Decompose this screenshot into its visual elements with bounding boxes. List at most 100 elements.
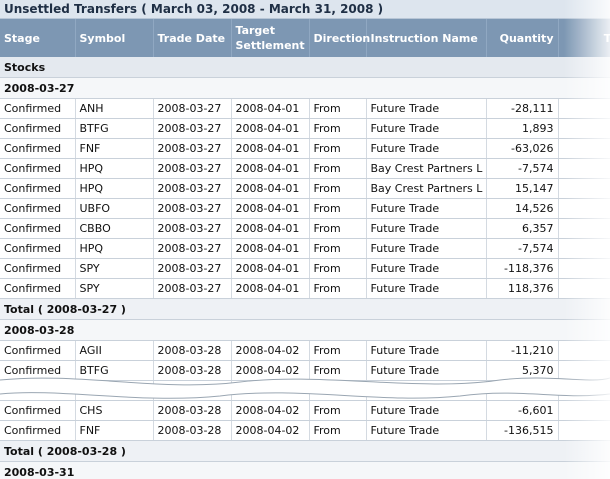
instruction-name-cell: Future Trade bbox=[366, 420, 487, 441]
quantity-cell: -11,210 bbox=[486, 340, 559, 361]
quantity-cell: 1,893 bbox=[486, 118, 559, 139]
table-row[interactable]: Confirmed SPY 2008-03-27 2008-04-01 From Futu… bbox=[0, 258, 610, 279]
symbol-cell: HPQ bbox=[75, 238, 154, 259]
target-settlement-cell: 2008-04-01 bbox=[231, 238, 310, 259]
table-row[interactable]: CBBO Future Trade bbox=[0, 380, 610, 401]
trade-date-cell: 2008-03-28 bbox=[153, 420, 232, 441]
trade-price-cell: 46.60 bbox=[558, 238, 610, 259]
transfers-table: Stage Symbol Trade Date Target Settlemen… bbox=[0, 19, 610, 479]
quantity-cell: -6,601 bbox=[486, 400, 559, 421]
quantity-cell: -63,026 bbox=[486, 138, 559, 159]
column-header-symbol[interactable]: Symbol bbox=[75, 19, 154, 57]
target-settlement-cell: 2008-04-01 bbox=[231, 198, 310, 219]
table-row[interactable]: Confirmed AGII 2008-03-28 2008-04-02 From Fut… bbox=[0, 340, 610, 361]
table-row[interactable]: Confirmed CHS 2008-03-28 2008-04-02 From Futu… bbox=[0, 400, 610, 421]
direction-cell: From bbox=[309, 118, 367, 139]
column-header-trade-date[interactable]: Trade Date bbox=[153, 19, 232, 57]
table-row[interactable]: Confirmed FNF 2008-03-28 2008-04-02 From Futu… bbox=[0, 420, 610, 441]
quantity-cell: 14,526 bbox=[486, 198, 559, 219]
quantity-cell: -7,574 bbox=[486, 158, 559, 179]
direction-cell: From bbox=[309, 258, 367, 279]
trade-price-cell: 132.60 bbox=[558, 258, 610, 279]
stage-cell: Confirmed bbox=[0, 118, 76, 139]
total-label: Total ( 2008-03-27 ) bbox=[0, 298, 610, 320]
symbol-cell: FNF bbox=[75, 138, 154, 159]
symbol-cell: SPY bbox=[75, 278, 154, 299]
instruction-name-cell: Future Trade bbox=[366, 380, 487, 401]
table-row[interactable]: Confirmed HPQ 2008-03-27 2008-04-01 From Bay … bbox=[0, 158, 610, 179]
target-settlement-cell: 2008-04-01 bbox=[231, 98, 310, 119]
instruction-name-cell: Bay Crest Partners L bbox=[366, 178, 487, 199]
instruction-name-cell: Future Trade bbox=[366, 400, 487, 421]
instruction-name-cell: Future Trade bbox=[366, 218, 487, 239]
column-header-trade-price[interactable]: Trade Pr bbox=[558, 19, 610, 57]
target-settlement-cell: 2008-04-01 bbox=[231, 138, 310, 159]
target-settlement-cell: 2008-04-02 bbox=[231, 400, 310, 421]
direction-cell: From bbox=[309, 420, 367, 441]
stage-cell: Confirmed bbox=[0, 198, 76, 219]
target-settlement-cell: 2008-04-01 bbox=[231, 218, 310, 239]
quantity-cell: -28,111 bbox=[486, 98, 559, 119]
quantity-cell: -118,376 bbox=[486, 258, 559, 279]
instruction-name-cell: Future Trade bbox=[366, 360, 487, 381]
table-row[interactable]: Confirmed ANH 2008-03-27 2008-04-01 From Futu… bbox=[0, 98, 610, 119]
table-row[interactable]: Confirmed UBFO 2008-03-27 2008-04-01 From Fut… bbox=[0, 198, 610, 219]
column-header-instruction-name[interactable]: Instruction Name bbox=[366, 19, 487, 57]
quantity-cell: 6,357 bbox=[486, 218, 559, 239]
trade-date-cell: 2008-03-28 bbox=[153, 340, 232, 361]
instruction-name-cell: Bay Crest Partners L bbox=[366, 158, 487, 179]
instruction-name-cell: Future Trade bbox=[366, 198, 487, 219]
direction-cell: From bbox=[309, 218, 367, 239]
total-label: Total ( 2008-03-28 ) bbox=[0, 440, 610, 462]
column-header-stage[interactable]: Stage bbox=[0, 19, 76, 57]
symbol-cell: CBBO bbox=[75, 380, 154, 401]
symbol-cell: BTFG bbox=[75, 360, 154, 381]
column-header-quantity[interactable]: Quantity bbox=[486, 19, 559, 57]
trade-date-cell: 2008-03-28 bbox=[153, 360, 232, 381]
trade-price-cell: 10.72 bbox=[558, 118, 610, 139]
trade-date-cell: 2008-03-27 bbox=[153, 218, 232, 239]
date-group-label: 2008-03-28 bbox=[0, 319, 610, 341]
direction-cell: From bbox=[309, 238, 367, 259]
trade-price-cell: 6.20 bbox=[558, 98, 610, 119]
symbol-cell: BTFG bbox=[75, 118, 154, 139]
column-header-direction[interactable]: Direction bbox=[309, 19, 370, 57]
symbol-cell: SPY bbox=[75, 258, 154, 279]
direction-cell: From bbox=[309, 340, 367, 361]
target-settlement-cell: 2008-04-01 bbox=[231, 258, 310, 279]
symbol-cell: HPQ bbox=[75, 158, 154, 179]
direction-cell: From bbox=[309, 400, 367, 421]
table-row[interactable]: Confirmed HPQ 2008-03-27 2008-04-01 From Bay … bbox=[0, 178, 610, 199]
date-group-row: 2008-03-28 bbox=[0, 319, 610, 341]
table-row[interactable]: Confirmed FNF 2008-03-27 2008-04-01 From Futu… bbox=[0, 138, 610, 159]
trade-date-cell: 2008-03-27 bbox=[153, 198, 232, 219]
target-settlement-cell: 2008-04-01 bbox=[231, 118, 310, 139]
symbol-cell: ANH bbox=[75, 98, 154, 119]
table-row[interactable]: Confirmed SPY 2008-03-27 2008-04-01 From Futu… bbox=[0, 278, 610, 299]
trade-price-cell: 47.10 bbox=[558, 158, 610, 179]
stage-cell: Confirmed bbox=[0, 158, 76, 179]
symbol-cell: UBFO bbox=[75, 198, 154, 219]
section-label: Stocks bbox=[0, 57, 610, 78]
column-header-target-settlement[interactable]: Target Settlement bbox=[231, 19, 310, 57]
direction-cell bbox=[309, 380, 367, 401]
direction-cell: From bbox=[309, 278, 367, 299]
table-row[interactable]: Confirmed HPQ 2008-03-27 2008-04-01 From Futu… bbox=[0, 238, 610, 259]
stage-cell: Confirmed bbox=[0, 360, 76, 381]
trade-date-cell: 2008-03-27 bbox=[153, 238, 232, 259]
instruction-name-cell: Future Trade bbox=[366, 138, 487, 159]
quantity-cell: 5,370 bbox=[486, 360, 559, 381]
trade-date-cell: 2008-03-28 bbox=[153, 400, 232, 421]
stage-cell: Confirmed bbox=[0, 400, 76, 421]
table-row[interactable]: Confirmed CBBO 2008-03-27 2008-04-01 From Fut… bbox=[0, 218, 610, 239]
direction-cell: From bbox=[309, 360, 367, 381]
trade-price-cell: 10.34 bbox=[558, 360, 610, 381]
instruction-name-cell: Future Trade bbox=[366, 118, 487, 139]
trade-price-cell: 34.63 bbox=[558, 340, 610, 361]
trade-date-cell: 2008-03-27 bbox=[153, 278, 232, 299]
transfers-table-container: Stage Symbol Trade Date Target Settlemen… bbox=[0, 19, 610, 479]
table-row[interactable]: Confirmed BTFG 2008-03-28 2008-04-02 From Fut… bbox=[0, 360, 610, 381]
symbol-cell: HPQ bbox=[75, 178, 154, 199]
direction-cell: From bbox=[309, 138, 367, 159]
table-row[interactable]: Confirmed BTFG 2008-03-27 2008-04-01 From Fut… bbox=[0, 118, 610, 139]
